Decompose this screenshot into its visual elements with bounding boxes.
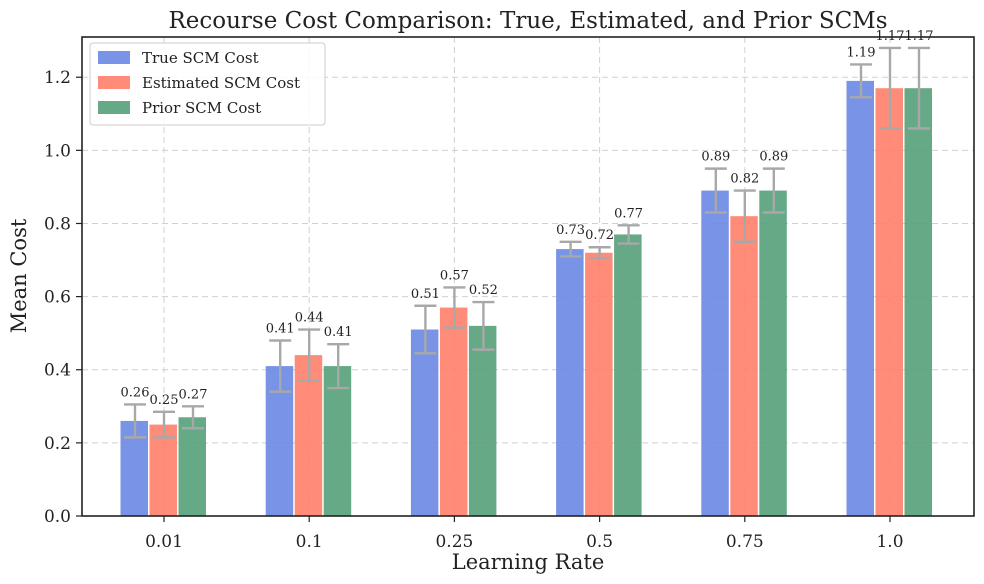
data-label: 0.44 [295,311,324,326]
error-bar [443,286,466,329]
bar-2-0.25 [439,307,468,516]
data-label: 0.41 [266,321,295,336]
chart-title: Recourse Cost Comparison: True, Estimate… [168,8,887,34]
x-tick-label: 0.1 [296,532,323,552]
y-tick-label: 0.8 [44,214,71,234]
y-axis-ticks: 0.0 0.2 0.4 0.6 0.8 1.0 1.2 [44,68,82,527]
error-bar [414,304,437,355]
x-tick-label: 0.25 [435,532,473,552]
bar-3-0.25 [468,325,497,516]
error-bar [704,167,727,214]
bar-2-0.1 [294,355,323,516]
data-label: 0.25 [150,393,179,408]
legend-box [89,42,326,126]
bar-1-0.25 [410,329,439,516]
y-tick-label: 0.0 [44,507,71,527]
x-axis-label: Learning Rate [452,550,605,574]
error-bars-group [124,46,930,439]
grid-lines [82,37,974,516]
bar-3-0.5 [614,234,642,516]
error-bar [327,342,350,390]
x-tick-label: 1.0 [876,532,903,552]
bar-2-0.01 [149,424,177,516]
legend-swatch-2 [98,76,130,89]
legend-swatch-1 [98,51,130,64]
bar-2-1.0 [875,88,903,516]
legend-swatch-3 [98,101,130,114]
data-label: 0.41 [324,325,353,340]
legend: True SCM Cost Estimated SCM Cost Prior SCM… [89,42,326,126]
error-bar [588,246,611,260]
data-label: 0.26 [121,385,150,400]
x-axis-ticks: 0.01 0.1 0.25 0.5 0.75 1.0 [145,516,904,552]
data-label: 0.57 [440,268,469,283]
data-label: 0.72 [585,228,614,243]
error-bar [850,63,872,99]
bar-2-0.5 [585,252,613,516]
legend-label-2: Estimated SCM Cost [142,74,300,92]
y-tick-label: 1.0 [44,141,71,161]
data-label: 0.89 [759,150,788,165]
data-label: 0.27 [179,387,208,402]
error-bar [298,328,321,382]
error-bar [472,300,495,351]
y-tick-label: 0.6 [44,288,71,308]
data-label: 0.73 [556,223,585,238]
data-label: 0.82 [730,172,759,187]
bar-1-1.0 [846,80,874,516]
bar-3-0.75 [759,190,787,517]
data-label: 0.89 [701,150,730,165]
data-label: 0.51 [411,287,440,302]
data-label: 1.19 [847,45,876,60]
plot-frame [81,36,975,517]
bar-1-0.5 [556,249,584,516]
bar-3-0.1 [323,366,352,516]
error-bar [153,410,175,439]
x-tick-label: 0.5 [586,532,613,552]
error-bar [879,46,901,130]
x-tick-label: 0.01 [145,532,183,552]
error-bar [182,405,204,430]
bar-3-1.0 [904,88,932,516]
error-bar [617,224,640,245]
data-label: 0.52 [469,283,498,298]
bar-1-0.75 [701,190,729,517]
bar-3-0.01 [178,417,206,516]
error-bar [269,339,292,393]
y-tick-label: 0.2 [44,434,71,454]
error-bar [559,240,582,258]
bar-2-0.75 [730,216,758,516]
y-axis-label: Mean Cost [7,218,31,333]
y-tick-label: 1.2 [44,68,71,88]
error-bar [908,46,930,130]
error-bar [124,403,146,439]
error-bar [762,167,785,214]
y-tick-label: 0.4 [44,361,71,381]
x-tick-label: 0.75 [726,532,764,552]
error-bar [733,189,756,243]
data-label: 0.77 [614,206,643,221]
legend-label-3: Prior SCM Cost [142,99,261,117]
legend-label-1: True SCM Cost [142,49,259,67]
